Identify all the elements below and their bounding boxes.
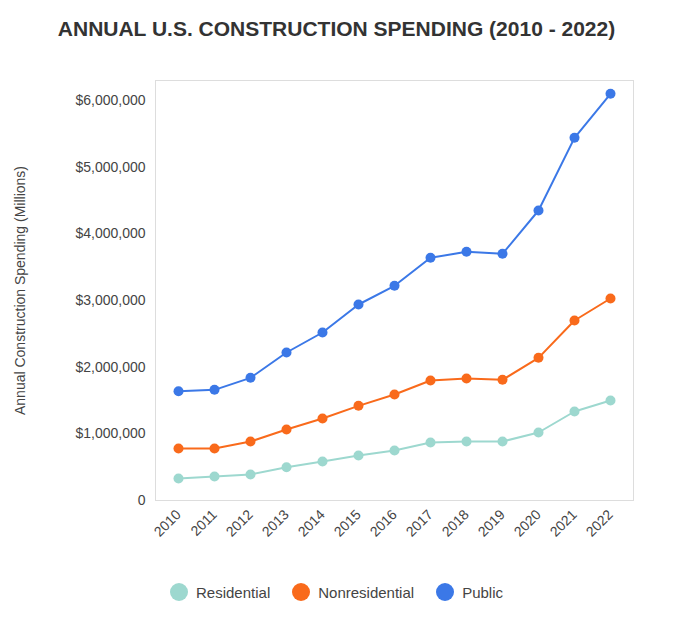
- svg-text:2018: 2018: [438, 506, 471, 539]
- svg-text:2011: 2011: [187, 506, 220, 539]
- svg-text:$6,000,000: $6,000,000: [75, 92, 145, 108]
- svg-text:2015: 2015: [330, 506, 363, 539]
- svg-text:$2,000,000: $2,000,000: [75, 359, 145, 375]
- svg-text:$1,000,000: $1,000,000: [75, 425, 145, 441]
- svg-text:2022: 2022: [582, 506, 615, 539]
- svg-text:2016: 2016: [366, 506, 399, 539]
- svg-text:2017: 2017: [402, 506, 435, 539]
- svg-text:2014: 2014: [294, 506, 327, 539]
- svg-text:Annual Construction Spending (: Annual Construction Spending (Millions): [12, 166, 28, 415]
- svg-text:2012: 2012: [222, 506, 255, 539]
- html-text:Nonresidential: Nonresidential: [318, 583, 415, 601]
- svg-text:2021: 2021: [546, 506, 579, 539]
- html-text:Residential: Residential: [196, 583, 271, 601]
- svg-text:$4,000,000: $4,000,000: [75, 225, 145, 241]
- svg-text:2020: 2020: [510, 506, 543, 539]
- svg-text:$5,000,000: $5,000,000: [75, 159, 145, 175]
- svg-text:$3,000,000: $3,000,000: [75, 292, 145, 308]
- svg-text:0: 0: [138, 492, 146, 508]
- svg-text:2013: 2013: [258, 506, 291, 539]
- html-text:Public: Public: [462, 583, 503, 601]
- svg-text:2019: 2019: [474, 506, 507, 539]
- html-text:ANNUAL U.S. CONSTRUCTION SPEND: ANNUAL U.S. CONSTRUCTION SPENDING (2010 …: [57, 17, 616, 40]
- svg-text:2010: 2010: [150, 506, 183, 539]
